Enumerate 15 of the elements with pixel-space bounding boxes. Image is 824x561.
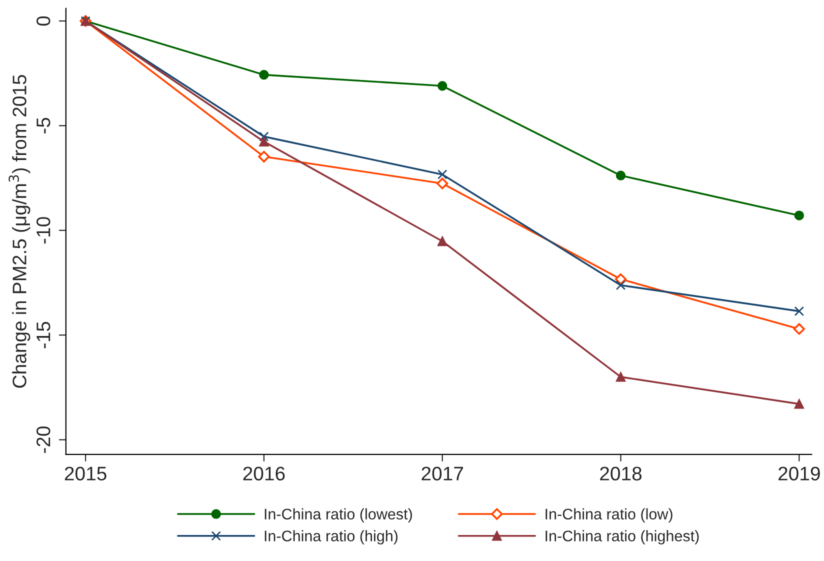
y-axis-title: Change in PM2.5 (μg/m$^{3}$) from 2015 <box>8 74 30 388</box>
y-tick-label: -20 <box>36 426 50 453</box>
y-tick-label: -10 <box>36 217 50 244</box>
x-tick-label: 2019 <box>778 466 820 480</box>
x-tick-label: 2017 <box>422 466 463 480</box>
y-tick-label: -15 <box>36 322 50 348</box>
y-tick-label: 0 <box>36 16 50 26</box>
y-tick-label: -5 <box>36 118 50 134</box>
legend-label: In-China ratio (lowest) <box>264 508 412 523</box>
x-tick-label: 2015 <box>64 466 106 480</box>
legend-label: In-China ratio (high) <box>264 530 398 544</box>
legend-label: In-China ratio (highest) <box>546 530 699 544</box>
legend-label: In-China ratio (low) <box>546 508 672 523</box>
x-tick-label: 2018 <box>600 466 642 480</box>
x-tick-label: 2016 <box>243 466 285 480</box>
